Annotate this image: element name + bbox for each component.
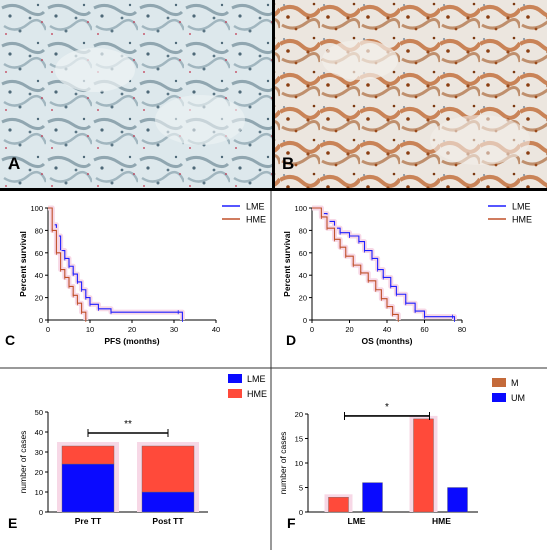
bar-um-lme (362, 482, 383, 513)
y-tick-label: 100 (294, 204, 307, 213)
y-axis-label: number of cases (278, 432, 288, 495)
y-axis-label: Percent survival (18, 231, 28, 297)
legend-label-lme: LME (247, 374, 266, 384)
y-tick-label: 10 (35, 488, 43, 497)
y-tick-label: 0 (303, 316, 307, 325)
panel-letter-a: A (8, 154, 20, 173)
panel-b-micrograph: B (275, 0, 547, 188)
divider-vertical-top (272, 0, 275, 188)
y-tick-label: 0 (39, 508, 43, 517)
y-tick-label: 5 (299, 484, 303, 493)
bar-m-lme (328, 497, 349, 513)
category-label: Post TT (152, 516, 184, 526)
series-halo-lme (48, 205, 185, 320)
divider-horizontal-top (0, 188, 547, 191)
x-tick-label: 40 (212, 325, 220, 334)
panel-a-micrograph: A (0, 0, 272, 188)
series-line-hme (312, 207, 399, 320)
y-tick-label: 50 (35, 408, 43, 417)
bar-lme-post-tt (141, 491, 195, 513)
legend-swatch-um (492, 393, 506, 402)
series-line-hme (48, 207, 87, 320)
legend-label-lme: LME (512, 202, 531, 212)
y-axis-label: number of cases (18, 431, 28, 494)
significance-marker: ** (124, 419, 132, 430)
y-tick-label: 60 (35, 249, 43, 258)
significance-marker: * (385, 402, 389, 413)
chart-d: 0 20 40 60 80 100 0 20 40 60 80 OS (months) Percent … (282, 202, 532, 349)
category-label: LME (348, 516, 366, 526)
chart-c: 0 20 40 60 80 100 0 10 20 30 40 PFS (months) Percent… (5, 202, 266, 349)
bar-um-hme (447, 487, 468, 513)
x-tick-label: 40 (383, 325, 391, 334)
panel-letter-c: C (5, 332, 15, 348)
y-tick-label: 20 (295, 410, 303, 419)
legend-label-um: UM (511, 393, 525, 403)
y-tick-label: 40 (35, 271, 43, 280)
x-tick-label: 30 (170, 325, 178, 334)
y-tick-label: 80 (299, 226, 307, 235)
y-tick-label: 60 (299, 249, 307, 258)
y-axis-label: Percent survival (282, 231, 292, 297)
x-tick-label: 80 (458, 325, 466, 334)
legend-label-hme: HME (512, 215, 532, 225)
y-tick-label: 40 (299, 271, 307, 280)
panel-letter-b: B (282, 154, 294, 173)
y-tick-label: 15 (295, 435, 303, 444)
legend-label-hme: HME (246, 215, 266, 225)
y-tick-label: 10 (295, 459, 303, 468)
panel-letter-e: E (8, 515, 17, 531)
y-tick-label: 0 (39, 316, 43, 325)
y-tick-label: 30 (35, 448, 43, 457)
y-tick-label: 20 (35, 468, 43, 477)
y-tick-label: 100 (30, 204, 43, 213)
legend-swatch-hme (228, 389, 242, 398)
chart-f: 0 5 10 15 20 number of cases F LME HME * M UM (278, 378, 525, 531)
legend-label-hme: HME (247, 389, 267, 399)
series-halo-lme (312, 205, 457, 320)
y-tick-label: 20 (299, 294, 307, 303)
bar-hme-pre-tt (61, 445, 115, 465)
y-tick-label: 20 (35, 294, 43, 303)
y-tick-label: 40 (35, 428, 43, 437)
series-line-lme (312, 207, 456, 320)
legend-swatch-m (492, 378, 506, 387)
legend-label-m: M (511, 378, 519, 388)
x-tick-label: 0 (46, 325, 50, 334)
y-tick-label: 80 (35, 226, 43, 235)
series-halo-hme (312, 205, 401, 320)
legend-swatch-lme (228, 374, 242, 383)
x-tick-label: 20 (345, 325, 353, 334)
bar-m-hme (413, 418, 434, 513)
panel-letter-f: F (287, 515, 296, 531)
category-label: Pre TT (75, 516, 102, 526)
y-tick-label: 0 (299, 508, 303, 517)
x-tick-label: 20 (128, 325, 136, 334)
x-tick-label: 60 (420, 325, 428, 334)
x-tick-label: 10 (86, 325, 94, 334)
x-axis-label: PFS (months) (104, 336, 159, 346)
chart-e: 0 10 20 30 40 50 number of cases E Pre TT Post TT… (8, 374, 267, 531)
bar-hme-post-tt (141, 445, 195, 493)
category-label: HME (432, 516, 451, 526)
panel-letter-d: D (286, 332, 296, 348)
x-tick-label: 0 (310, 325, 314, 334)
x-axis-label: OS (months) (362, 336, 413, 346)
legend-label-lme: LME (246, 202, 265, 212)
bar-lme-pre-tt (61, 463, 115, 513)
